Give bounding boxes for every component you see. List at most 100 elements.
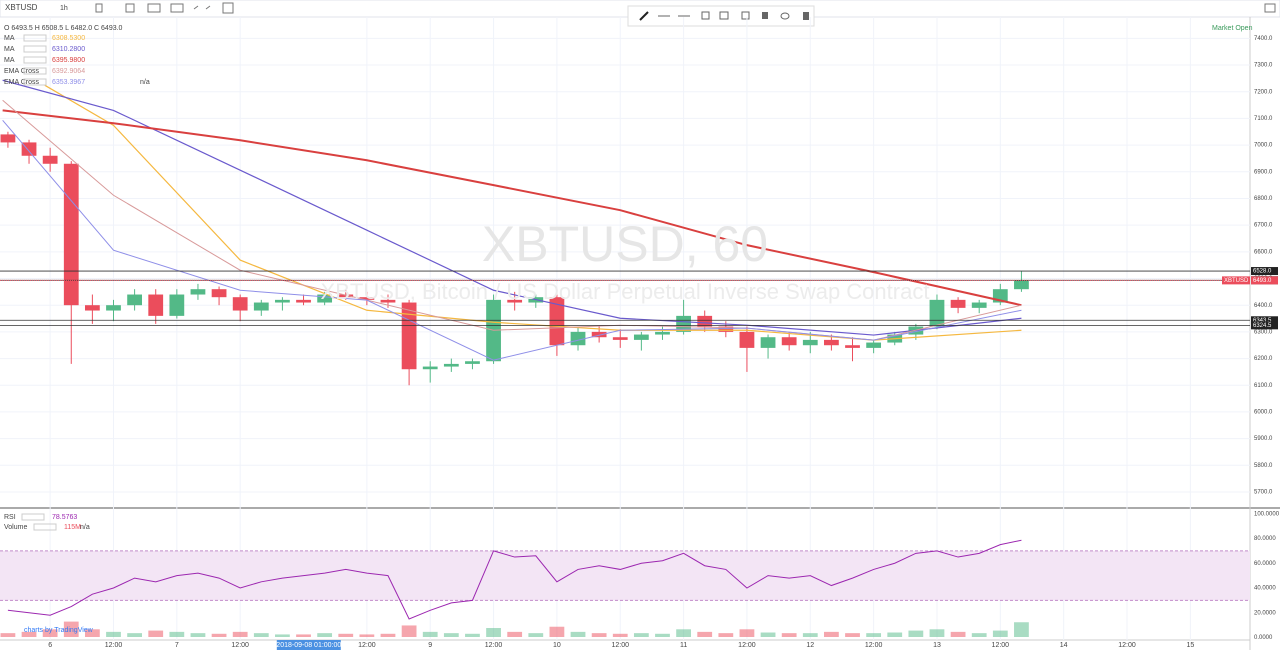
candle-body [359,297,375,300]
tool-copy[interactable] [741,11,750,20]
indicators-button[interactable] [147,3,161,13]
volume-bar [84,629,100,637]
crosshair-label-bg [276,640,341,650]
tool-hide[interactable] [780,12,790,20]
tool-delete[interactable] [803,12,809,20]
volume-na: n/a [80,524,90,531]
candle-body [950,299,966,308]
rsi-tick-label: 60.0000 [1254,561,1276,567]
y-tick-label: 6900.0 [1254,169,1273,175]
volume-bar [486,628,501,637]
legend-na: n/a [140,79,150,86]
chart-style-button[interactable] [95,3,103,13]
volume-bar [275,634,290,637]
legend-name: MA [4,57,15,64]
settings-button[interactable] [125,3,135,13]
candle-body [21,142,37,156]
candle-body [739,331,755,348]
price-label: 6528.0 [1253,269,1272,275]
snapshot-button[interactable] [1264,3,1276,13]
candle-body [802,339,818,346]
x-tick-label: 10 [553,642,561,649]
rsi-tick-label: 40.0000 [1254,586,1276,592]
interval[interactable]: 1h [60,5,68,12]
volume-bar [21,631,37,637]
indicator-line [2,79,1022,336]
symbol[interactable]: XBTUSD [5,3,38,12]
volume-bar [1014,622,1029,637]
candle-body [866,342,882,348]
volume-bar [824,631,839,637]
y-tick-label: 5900.0 [1254,436,1273,442]
branding[interactable]: charts by TradingView [24,627,94,634]
ohlc-legend: O 6493.5 H 6508.5 L 6482.0 C 6493.0 [4,25,123,32]
x-tick-label: 12:00 [231,642,249,649]
legend-buttons [33,523,57,531]
legend-buttons [23,67,47,75]
x-tick-label: 12:00 [611,642,629,649]
candle-body [148,294,164,316]
x-tick-label: 12:00 [992,642,1010,649]
rsi-tick-label: 0.0000 [1254,635,1273,641]
legend-name: EMA Cross [4,68,40,75]
x-tick-label: 6 [48,642,52,649]
y-tick-label: 6400.0 [1254,303,1273,309]
x-tick-label: 9 [428,642,432,649]
volume-bar [380,633,396,637]
candle-body [718,326,734,332]
x-tick-label: 11 [680,642,687,649]
candle-body [929,299,945,327]
candle-body [211,289,227,298]
candle-body [0,134,16,143]
price-label-bg [1251,321,1278,330]
volume-bar [232,631,248,637]
last-price-label: 6493.0 [1253,278,1272,284]
rsi-tick-label: 20.0000 [1254,610,1276,616]
rsi-line [7,539,1022,620]
template-button[interactable] [170,3,184,13]
indicator-line [2,119,1022,361]
candle-body [232,297,248,311]
y-tick-label: 6800.0 [1254,196,1273,202]
candle-body [63,163,79,306]
indicator-line [2,109,1022,307]
volume-bar [845,633,860,637]
rsi-name: RSI [4,514,16,521]
tool-settings[interactable] [701,11,710,20]
candle-body [169,294,185,316]
tool-lock[interactable] [762,12,768,19]
x-tick-label: 12:00 [105,642,123,649]
legend-name: MA [4,35,15,42]
legend-name: EMA Cross [4,79,40,86]
volume-bar [190,633,206,637]
candle-body [401,302,417,370]
legend-value: 6310.2800 [52,46,85,53]
volume-bar [253,633,269,637]
legend-value: 6308.5300 [52,35,85,42]
volume-bar [739,629,755,637]
candle-body [845,345,860,348]
volume-bar [211,633,227,637]
volume-bar [697,631,713,637]
rsi-tick-label: 80.0000 [1254,536,1276,542]
y-tick-label: 7000.0 [1254,143,1273,149]
volume-bar [338,633,354,637]
candle-body [824,339,839,346]
volume-name: Volume [4,524,27,531]
volume-bar [296,634,311,637]
candle-body [465,361,480,364]
tool-clone[interactable] [719,11,729,20]
brush-tool[interactable] [639,11,649,21]
volume-bar [929,629,945,637]
y-tick-label: 5700.0 [1254,490,1273,496]
indicator-legend: MA 6308.5300 MA 6310.2800 MA 6395.9800 EMA Cro… [4,34,150,531]
volume-bar [507,631,523,637]
undo-redo[interactable] [193,5,211,10]
candle-body [591,331,607,338]
candle-body [570,331,586,346]
marks: 6 12:00 7 12:00 12:00 9 12:00 10 12:00 11 12:00 12 1… [0,17,1280,650]
volume-bar [317,633,333,637]
fullscreen-button[interactable] [222,2,234,14]
volume-bar [443,633,459,637]
